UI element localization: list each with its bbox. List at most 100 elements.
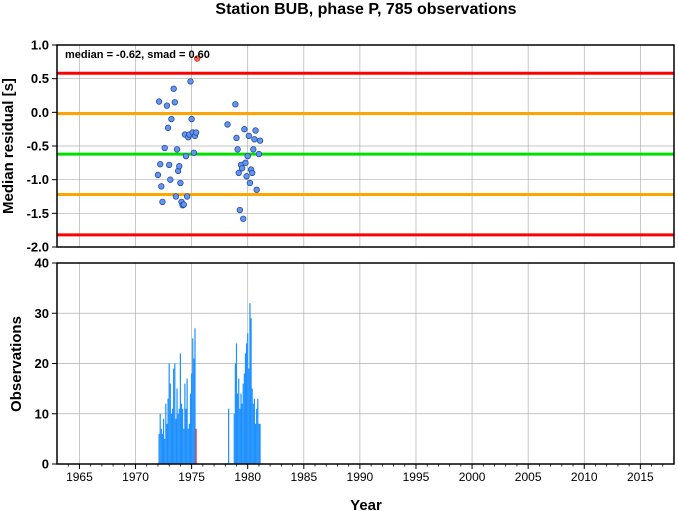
residual-point — [171, 99, 178, 106]
residual-annotation: median = -0.62, smad = 0.60 — [65, 49, 210, 61]
residual-point — [243, 173, 250, 180]
residual-points — [154, 55, 264, 222]
residual-point — [245, 132, 252, 140]
observations-bar — [233, 413, 235, 464]
residual-point — [253, 186, 260, 193]
chart-title: Station BUB, phase P, 785 observations — [215, 1, 516, 18]
residual-y-tick-label: -1.0 — [27, 172, 49, 187]
observations-bar — [168, 363, 170, 464]
residual-y-axis-label: Median residual [s] — [0, 78, 17, 214]
observations-bar — [193, 358, 195, 464]
observations-bar — [241, 403, 243, 464]
x-tick-label: 2015 — [627, 470, 654, 484]
residual-point — [157, 161, 164, 168]
observations-bar — [179, 353, 181, 464]
residual-point — [180, 201, 187, 208]
observations-bar — [194, 328, 196, 464]
residual-point — [168, 115, 175, 123]
residual-point — [241, 126, 248, 133]
observations-bar — [160, 428, 162, 464]
residual-point — [249, 169, 256, 177]
residual-point — [233, 134, 240, 142]
residual-point — [173, 146, 181, 153]
x-tick-label: 1985 — [290, 470, 317, 484]
observations-bar — [258, 423, 260, 464]
residual-panel: 1.0 0.5 0.0 -0.5 -1.0 -1.5 -2.0 median = -0.62… — [0, 38, 675, 255]
residual-y-tick-label: 0.0 — [31, 105, 49, 120]
observations-bar — [183, 428, 185, 464]
x-tick-label: 2005 — [515, 470, 542, 484]
residual-point — [164, 124, 172, 131]
observations-bar — [253, 398, 256, 464]
observations-bar — [234, 363, 236, 464]
observations-y-tick-label: 10 — [35, 406, 49, 421]
observations-highlight-bar — [195, 428, 197, 464]
residual-point — [244, 152, 251, 160]
observations-bars — [158, 303, 261, 464]
observations-bar — [186, 378, 188, 464]
residual-point — [170, 85, 177, 92]
observations-bar — [192, 338, 194, 464]
residual-point — [232, 101, 239, 108]
x-tick-label: 1970 — [122, 470, 149, 484]
residual-point — [250, 146, 257, 153]
observations-bar — [237, 393, 239, 464]
observations-bar — [251, 388, 253, 464]
observations-bar — [189, 393, 192, 464]
residual-point — [238, 165, 246, 172]
residual-point — [158, 183, 165, 190]
residual-point — [187, 78, 194, 85]
x-tick-label: 1990 — [347, 470, 374, 484]
observations-bar — [249, 303, 251, 464]
observations-bar — [184, 383, 186, 464]
observations-bar — [171, 408, 174, 464]
residual-point — [252, 127, 259, 134]
residual-point — [234, 146, 241, 153]
observations-bar — [259, 423, 261, 464]
observations-bar — [244, 353, 247, 464]
observations-y-tick-label: 30 — [35, 306, 49, 321]
observations-bar — [250, 318, 252, 464]
observations-bar — [173, 368, 175, 464]
residual-point — [183, 193, 191, 200]
x-axis-label: Year — [350, 497, 382, 511]
observations-bar — [256, 408, 258, 464]
observations-bar — [164, 438, 166, 464]
observations-bar — [240, 393, 242, 464]
observations-bar — [162, 418, 165, 464]
observations-bar — [238, 378, 240, 464]
residual-point — [251, 136, 258, 143]
residual-point — [235, 169, 242, 177]
observations-y-tick-label: 0 — [42, 457, 49, 472]
residual-reference-lines — [57, 71, 674, 237]
residual-point — [224, 121, 231, 128]
residual-point — [256, 137, 264, 144]
observations-bar — [165, 403, 167, 464]
observations-bar — [248, 368, 250, 464]
observations-y-axis-label: Observations — [8, 316, 25, 412]
observations-bar — [187, 428, 189, 464]
observations-y-ticks: 40 30 20 10 0 — [35, 256, 57, 472]
residual-outlier-point — [194, 55, 201, 62]
observations-bar — [257, 398, 259, 464]
residual-point — [166, 161, 173, 169]
observations-bar — [185, 408, 187, 464]
residual-point — [167, 176, 174, 183]
residual-point — [255, 150, 263, 158]
residual-point — [176, 163, 183, 170]
residual-point — [236, 206, 244, 214]
observations-bar — [228, 408, 230, 464]
x-tick-label: 1965 — [66, 470, 93, 484]
residual-point — [188, 115, 195, 123]
x-tick-label: 2010 — [571, 470, 598, 484]
residual-point — [172, 193, 180, 200]
observations-bar — [245, 343, 248, 464]
observations-bar — [182, 408, 184, 464]
observations-bar — [176, 388, 178, 464]
observations-bar — [247, 333, 249, 464]
residual-point — [190, 149, 198, 156]
residual-point — [154, 171, 162, 179]
residual-point — [182, 152, 190, 160]
